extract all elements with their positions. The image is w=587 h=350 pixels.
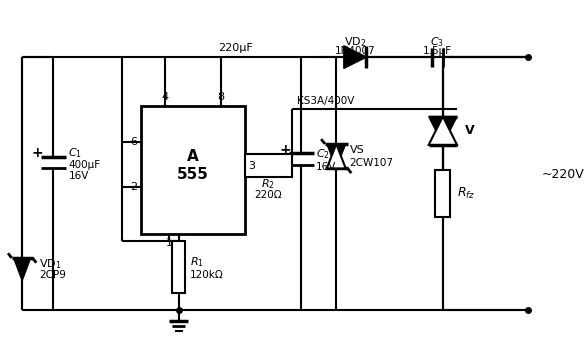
Text: VD$_1$: VD$_1$ xyxy=(39,257,62,271)
Polygon shape xyxy=(327,144,346,168)
Text: 4: 4 xyxy=(161,92,168,102)
Text: 220μF: 220μF xyxy=(218,43,252,52)
Text: +: + xyxy=(279,142,291,156)
Text: 3: 3 xyxy=(248,161,255,170)
Text: ~220V: ~220V xyxy=(542,168,585,181)
Text: 2CW107: 2CW107 xyxy=(349,158,393,168)
Bar xyxy=(245,154,292,177)
Text: 16V: 16V xyxy=(315,161,336,171)
Text: VD$_2$: VD$_2$ xyxy=(344,35,366,49)
Text: 400μF: 400μF xyxy=(68,160,100,170)
Text: VS: VS xyxy=(349,146,364,155)
Text: 8: 8 xyxy=(218,92,225,102)
Text: 1N4007: 1N4007 xyxy=(335,47,376,56)
Text: $R_{fz}$: $R_{fz}$ xyxy=(457,186,475,201)
Text: 220Ω: 220Ω xyxy=(255,190,282,200)
Text: 2CP9: 2CP9 xyxy=(39,270,66,280)
Bar xyxy=(172,241,185,293)
Text: $C_2$: $C_2$ xyxy=(315,147,329,161)
Polygon shape xyxy=(429,117,457,145)
Text: V: V xyxy=(464,124,474,137)
Text: 2: 2 xyxy=(130,182,137,192)
Text: $C_3$: $C_3$ xyxy=(430,35,444,49)
Text: 6: 6 xyxy=(130,137,137,147)
Text: $R_1$: $R_1$ xyxy=(190,256,204,269)
Bar xyxy=(141,106,245,234)
Text: 16V: 16V xyxy=(68,171,89,181)
Text: KS3A/400V: KS3A/400V xyxy=(296,96,354,106)
Text: 120kΩ: 120kΩ xyxy=(190,270,224,280)
Polygon shape xyxy=(327,144,346,168)
Text: +: + xyxy=(32,146,43,160)
Polygon shape xyxy=(344,46,366,68)
Text: A
555: A 555 xyxy=(177,149,209,182)
Bar xyxy=(436,170,450,217)
Text: $R_2$: $R_2$ xyxy=(261,177,275,191)
Text: 1: 1 xyxy=(166,238,173,248)
Text: $C_1$: $C_1$ xyxy=(68,146,82,160)
Text: 1.5μF: 1.5μF xyxy=(423,47,452,56)
Polygon shape xyxy=(14,258,31,281)
Polygon shape xyxy=(429,117,457,145)
